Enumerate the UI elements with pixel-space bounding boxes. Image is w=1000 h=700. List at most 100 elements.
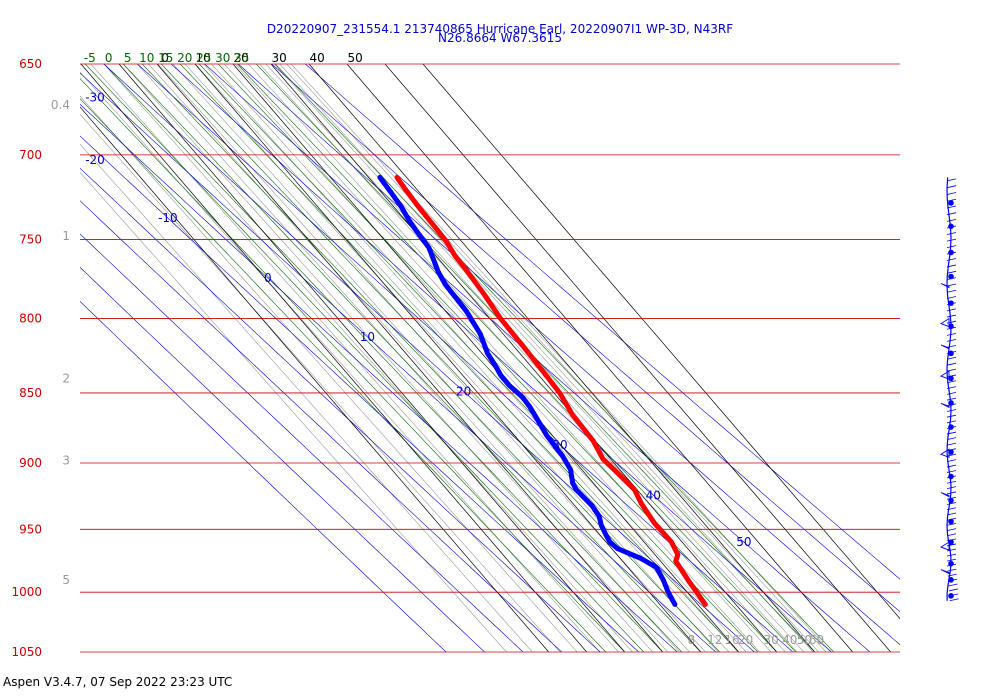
isotherm-line xyxy=(118,64,625,652)
wind-barb-dot xyxy=(948,539,954,545)
wind-barb xyxy=(946,320,957,324)
wind-barb-dot xyxy=(948,223,954,230)
isotherm-label: 30 xyxy=(271,51,286,65)
wind-barb xyxy=(946,523,957,526)
pressure-tick-label: 650 xyxy=(19,57,42,71)
wind-barb-dot xyxy=(948,300,954,306)
moist-adiabat-line xyxy=(236,64,796,652)
moist-adiabat-line xyxy=(122,64,682,652)
wind-barb-dot xyxy=(948,518,954,525)
wind-barb-dot xyxy=(948,449,954,455)
mixing-ratio-label: 12 xyxy=(707,633,722,647)
wind-barb xyxy=(946,270,957,274)
sounding-traces xyxy=(377,174,708,607)
isotherm-line xyxy=(384,64,891,652)
isotherm-line xyxy=(80,106,549,652)
pressure-tick-label: 850 xyxy=(19,386,42,400)
wind-barb xyxy=(946,442,957,446)
mixing-ratio-label: 50 xyxy=(797,633,812,647)
mixing-ratio-line xyxy=(203,64,739,652)
wind-barb-dot xyxy=(948,200,954,206)
wind-staff xyxy=(946,177,952,601)
wind-barb xyxy=(946,470,957,473)
wind-barb-flag xyxy=(939,448,950,458)
wind-barb xyxy=(946,283,957,287)
wind-barb xyxy=(946,178,957,182)
wind-barb xyxy=(946,338,957,342)
mixing-ratio-line xyxy=(122,64,653,652)
moist-adiabat-label: 30 xyxy=(215,51,230,65)
moist-adiabat-label: 25 xyxy=(196,51,211,65)
pressure-tick-label: 750 xyxy=(19,232,42,246)
isotherm-line xyxy=(346,64,853,652)
wind-barb-flag xyxy=(940,402,950,409)
mixing-ratio-line xyxy=(274,64,814,652)
moist-adiabat-line xyxy=(103,64,663,652)
mixing-ratio-label: 2 xyxy=(62,371,70,385)
pressure-tick-label: 900 xyxy=(19,456,42,470)
wind-barb xyxy=(946,308,957,312)
moist-adiabat-line xyxy=(84,64,644,652)
moist-adiabat-label: 5 xyxy=(124,51,132,65)
mixing-ratio-line xyxy=(286,64,827,652)
mixing-ratio-label: 20 xyxy=(738,633,753,647)
pressure-tick-label: 800 xyxy=(19,312,42,326)
wind-barb xyxy=(946,414,957,418)
wind-barb-dot xyxy=(948,593,954,599)
wind-barb xyxy=(949,598,959,602)
mixing-ratio-label: 30 xyxy=(764,633,779,647)
wind-barb-flag xyxy=(939,370,950,380)
mixing-ratio-line xyxy=(234,64,772,652)
dry-adiabat-label: -20 xyxy=(85,153,105,167)
mixing-ratio-label: 60 xyxy=(809,633,824,647)
moist-adiabat-label: -5 xyxy=(84,51,96,65)
wind-barb-dot xyxy=(948,473,954,480)
wind-barb-flag xyxy=(940,492,950,498)
wind-barb xyxy=(946,437,957,441)
wind-barb-dot xyxy=(948,273,954,280)
wind-barb xyxy=(947,568,957,572)
isotherm-line xyxy=(194,64,701,652)
dry-adiabat-label: -10 xyxy=(158,211,178,225)
moist-adiabat-line xyxy=(274,64,834,652)
wind-barb xyxy=(948,583,958,587)
dry-adiabat-line xyxy=(80,300,447,652)
moist-adiabat-line xyxy=(80,78,625,652)
mixing-ratio-label: 16 xyxy=(724,633,739,647)
mixing-ratio-label: 5 xyxy=(62,573,70,587)
wind-barb xyxy=(946,459,957,463)
dry-adiabat-label: -30 xyxy=(85,90,105,104)
dry-adiabat-line xyxy=(80,233,524,652)
isotherm-line xyxy=(232,64,739,652)
chart-title-line-2: N26.8664 W67.3615 xyxy=(438,31,562,45)
dry-adiabat-line xyxy=(80,72,716,652)
mixing-ratio-label: 1 xyxy=(62,229,70,243)
pressure-tick-label: 1000 xyxy=(11,585,42,599)
mixing-ratio-line xyxy=(80,71,601,652)
isotherm-label: 20 xyxy=(233,51,248,65)
moist-adiabat-label: 20 xyxy=(177,51,192,65)
wind-barb xyxy=(946,314,957,318)
moist-adiabat-label: 10 xyxy=(139,51,154,65)
pressure-tick-label: 700 xyxy=(19,148,42,162)
mixing-ratio-label: 0.4 xyxy=(51,98,70,112)
wind-barb-flag xyxy=(940,344,950,350)
wind-barb xyxy=(946,533,957,537)
wind-barb-dot xyxy=(948,577,954,583)
mixing-ratio-line xyxy=(80,113,561,652)
isotherm-label: 10 xyxy=(195,51,210,65)
mixing-ratio-line xyxy=(172,64,706,652)
wind-barb xyxy=(946,232,957,235)
wind-barb xyxy=(946,368,957,372)
isotherm-label: 0 xyxy=(161,51,169,65)
wind-barb-dot xyxy=(948,424,954,430)
mixing-ratio-line xyxy=(157,64,690,652)
wind-barb xyxy=(946,491,957,495)
moist-adiabat-label: 15 xyxy=(158,51,173,65)
wind-barb xyxy=(946,502,957,505)
wind-barb xyxy=(946,192,957,195)
footer-version-text: Aspen V3.4.7, 07 Sep 2022 23:23 UTC xyxy=(3,675,233,689)
mixing-ratio-label: 40 xyxy=(782,633,797,647)
